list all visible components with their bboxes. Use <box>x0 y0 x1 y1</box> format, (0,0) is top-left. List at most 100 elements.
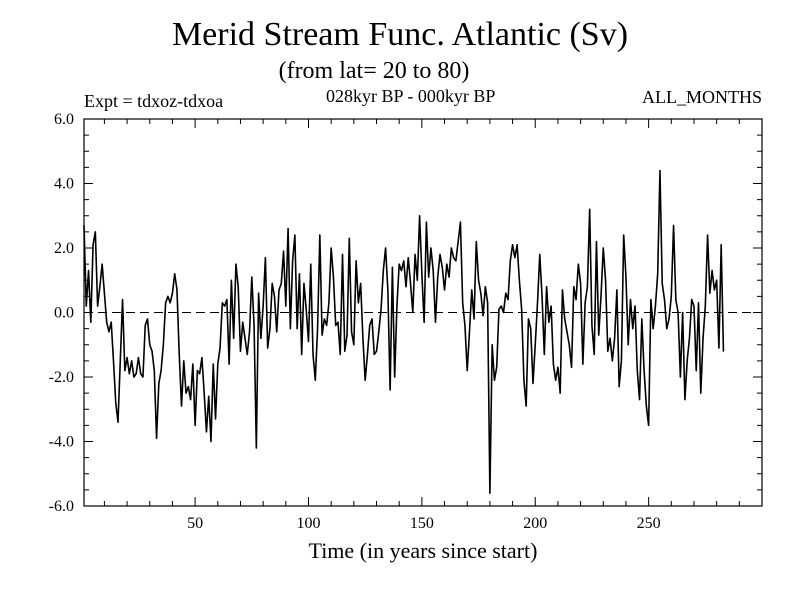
data-point <box>99 286 101 288</box>
axis-ticks <box>84 118 762 507</box>
data-point <box>194 424 196 426</box>
data-point <box>550 305 552 307</box>
data-point <box>419 215 421 217</box>
y-tick-label: 4.0 <box>54 176 74 193</box>
data-point <box>362 337 364 339</box>
data-point <box>577 263 579 265</box>
data-point <box>532 382 534 385</box>
data-point <box>709 292 711 294</box>
data-point <box>471 289 473 291</box>
data-point <box>133 376 135 378</box>
data-point <box>625 276 627 278</box>
data-point <box>634 305 636 307</box>
plot-frame <box>83 118 763 507</box>
data-point <box>716 279 718 281</box>
data-point <box>600 295 602 297</box>
data-point <box>264 257 266 259</box>
data-point <box>90 321 92 323</box>
data-point <box>251 276 253 278</box>
data-point <box>641 318 643 320</box>
data-point <box>387 289 389 291</box>
data-point <box>677 311 679 314</box>
data-point <box>618 386 620 388</box>
data-point <box>160 369 162 372</box>
data-point <box>307 340 310 343</box>
data-point <box>593 353 595 356</box>
data-point <box>688 337 691 339</box>
data-point <box>319 234 321 236</box>
data-point <box>611 360 613 362</box>
data-point <box>561 289 564 291</box>
data-point <box>496 366 498 368</box>
data-point <box>239 350 242 352</box>
data-point <box>305 308 307 310</box>
data-point <box>530 328 532 330</box>
data-point <box>518 279 520 281</box>
data-point <box>523 379 525 381</box>
data-point <box>541 295 543 297</box>
data-point <box>441 266 443 268</box>
data-point <box>303 282 305 285</box>
data-point <box>115 402 117 404</box>
data-point <box>219 347 221 349</box>
data-point <box>328 302 330 304</box>
data-point <box>543 353 545 356</box>
data-point <box>718 347 720 349</box>
data-point <box>167 295 169 297</box>
data-point <box>580 282 582 285</box>
data-point <box>604 279 607 281</box>
data-point <box>487 302 489 304</box>
data-point <box>711 269 713 272</box>
data-point <box>360 282 362 285</box>
x-tick-label: 200 <box>523 515 547 532</box>
data-point <box>212 363 214 365</box>
data-point <box>176 289 178 291</box>
data-point <box>564 318 566 320</box>
data-point <box>121 299 124 301</box>
data-point <box>509 260 511 262</box>
data-point <box>233 337 235 339</box>
data-point <box>287 228 289 230</box>
data-point <box>346 334 348 336</box>
data-point <box>502 311 505 314</box>
data-point <box>448 276 450 278</box>
data-point <box>568 344 570 346</box>
data-point <box>210 440 212 443</box>
data-point <box>153 369 155 372</box>
data-point <box>573 286 575 288</box>
data-point <box>555 379 557 381</box>
data-point <box>169 302 171 304</box>
data-point <box>484 286 486 288</box>
data-point <box>135 373 137 375</box>
data-point <box>457 240 459 243</box>
data-point <box>695 369 697 372</box>
data-point <box>432 269 434 272</box>
data-point <box>552 363 554 365</box>
data-point <box>101 263 103 265</box>
data-point <box>94 231 96 233</box>
data-point <box>106 321 108 323</box>
data-point <box>146 318 149 320</box>
x-tick-label: 50 <box>187 515 203 532</box>
data-point <box>409 282 412 285</box>
data-point <box>344 350 346 352</box>
data-point <box>668 318 670 320</box>
data-point <box>339 353 341 356</box>
data-point <box>267 347 269 349</box>
data-point <box>425 221 427 223</box>
data-point <box>525 405 527 407</box>
data-point <box>298 273 301 275</box>
data-point <box>337 321 339 323</box>
data-point <box>609 337 611 339</box>
data-point <box>507 299 509 301</box>
tick-labels: 50 100 150 200 250 -6.0 -4.0 -2.0 0.0 2.0 4.0 6.0 <box>49 111 661 532</box>
data-point <box>598 334 600 336</box>
data-point <box>636 369 638 372</box>
data-point <box>203 392 205 394</box>
data-point <box>405 286 407 288</box>
data-point <box>285 305 287 307</box>
data-point <box>511 244 514 246</box>
data-point <box>670 295 672 297</box>
data-point <box>412 311 414 314</box>
data-point <box>196 369 198 372</box>
